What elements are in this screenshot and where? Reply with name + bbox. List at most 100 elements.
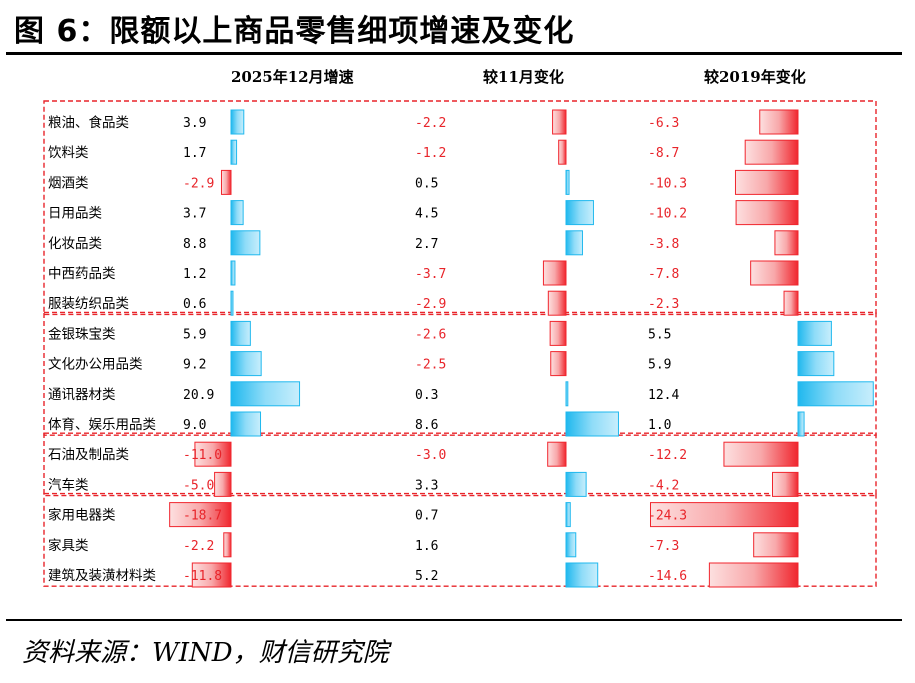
- value-label: -3.8: [648, 237, 679, 252]
- value-label: -8.7: [648, 146, 679, 161]
- value-label: -11.8: [183, 569, 222, 584]
- value-label: 5.5: [648, 327, 671, 342]
- value-label: 1.6: [415, 539, 438, 554]
- bar-dec-growth: [169, 502, 232, 528]
- bar-vs-nov: [550, 351, 567, 377]
- bar-vs-nov: [558, 139, 567, 165]
- value-label: -4.2: [648, 478, 679, 493]
- value-label: -2.6: [415, 327, 446, 342]
- category-label: 烟酒类: [48, 175, 89, 191]
- bar-dec-growth: [214, 471, 232, 497]
- bar-vs-2019: [759, 109, 799, 135]
- bar-vs-nov: [565, 502, 571, 528]
- category-label: 通讯器材类: [48, 387, 116, 403]
- column-header-vs-2019-change: 较2019年变化: [704, 68, 806, 86]
- bar-vs-2019: [772, 471, 799, 497]
- bar-dec-growth: [230, 200, 244, 226]
- figure-title: 图 6：限额以上商品零售细项增速及变化: [14, 14, 575, 49]
- value-label: -2.3: [648, 297, 679, 312]
- bar-vs-nov: [552, 109, 567, 135]
- bar-vs-nov: [565, 562, 599, 588]
- bar-vs-nov: [547, 290, 567, 316]
- value-label: 0.3: [415, 388, 438, 403]
- value-label: -14.6: [648, 569, 687, 584]
- value-label: 9.0: [183, 418, 206, 433]
- value-label: -12.2: [648, 448, 687, 463]
- category-label: 文化办公用品类: [48, 357, 143, 373]
- bar-vs-2019: [744, 139, 799, 165]
- value-label: -11.0: [183, 448, 222, 463]
- bar-vs-2019: [735, 200, 799, 226]
- category-label: 金银珠宝类: [48, 326, 116, 342]
- top-rule: [6, 52, 902, 55]
- value-label: 8.6: [415, 418, 438, 433]
- bar-vs-2019: [649, 502, 799, 528]
- category-label: 家具类: [48, 537, 89, 554]
- value-label: -2.5: [415, 358, 446, 373]
- bar-dec-growth: [230, 411, 262, 437]
- value-label: 9.2: [183, 358, 206, 373]
- category-label: 中西药品类: [48, 266, 116, 282]
- bar-vs-nov: [549, 320, 567, 346]
- bar-dec-growth: [230, 381, 301, 407]
- category-label: 体育、娱乐用品类: [48, 417, 156, 433]
- bar-vs-2019: [753, 532, 799, 558]
- group-box-3: [43, 432, 877, 497]
- category-label: 石油及制品类: [48, 447, 129, 463]
- bar-vs-nov: [547, 441, 567, 467]
- category-label: 服装纺织品类: [48, 296, 129, 312]
- bar-dec-growth: [230, 109, 245, 135]
- bar-vs-2019: [783, 290, 799, 316]
- value-label: 4.5: [415, 207, 438, 222]
- bar-dec-growth: [230, 290, 234, 316]
- value-label: 3.3: [415, 478, 438, 493]
- value-label: -10.2: [648, 207, 687, 222]
- value-label: 20.9: [183, 388, 214, 403]
- bar-dec-growth: [223, 532, 232, 558]
- column-header-2025-dec-growth: 2025年12月增速: [231, 68, 354, 86]
- category-label: 汽车类: [48, 476, 89, 493]
- value-label: -3.0: [415, 448, 446, 463]
- bar-vs-nov: [565, 471, 587, 497]
- group-box-1: [43, 100, 877, 316]
- bar-vs-2019: [734, 169, 799, 195]
- bar-vs-nov: [565, 381, 569, 407]
- value-label: 5.9: [183, 327, 206, 342]
- bar-vs-2019: [750, 260, 799, 286]
- value-label: -3.7: [415, 267, 446, 282]
- category-label: 化妆品类: [48, 236, 102, 252]
- bar-dec-growth: [230, 320, 251, 346]
- category-label: 饮料类: [48, 145, 89, 161]
- column-header-vs-nov-change: 较11月变化: [483, 68, 564, 86]
- group-box-4: [43, 492, 877, 587]
- value-label: 0.7: [415, 509, 438, 524]
- bar-dec-growth: [230, 260, 236, 286]
- bar-vs-2019: [797, 351, 835, 377]
- bar-vs-nov: [565, 411, 619, 437]
- value-label: -2.9: [183, 176, 214, 191]
- value-label: 3.7: [183, 207, 206, 222]
- value-label: -7.8: [648, 267, 679, 282]
- value-label: -18.7: [183, 509, 222, 524]
- value-label: 8.8: [183, 237, 206, 252]
- value-label: 3.9: [183, 116, 206, 131]
- bar-vs-2019: [797, 411, 805, 437]
- value-label: -2.2: [183, 539, 214, 554]
- bar-vs-2019: [708, 562, 799, 588]
- bar-vs-nov: [565, 200, 594, 226]
- value-label: 5.2: [415, 569, 438, 584]
- bar-vs-nov: [542, 260, 567, 286]
- value-label: -7.3: [648, 539, 679, 554]
- value-label: 1.7: [183, 146, 206, 161]
- bar-dec-growth: [220, 169, 232, 195]
- bar-dec-growth: [230, 351, 262, 377]
- value-label: 5.9: [648, 358, 671, 373]
- bar-vs-nov: [565, 169, 570, 195]
- bar-vs-2019: [797, 320, 832, 346]
- bar-vs-nov: [565, 532, 577, 558]
- bar-dec-growth: [194, 441, 232, 467]
- value-label: -6.3: [648, 116, 679, 131]
- bar-vs-2019: [774, 230, 799, 256]
- category-label: 家用电器类: [48, 507, 116, 524]
